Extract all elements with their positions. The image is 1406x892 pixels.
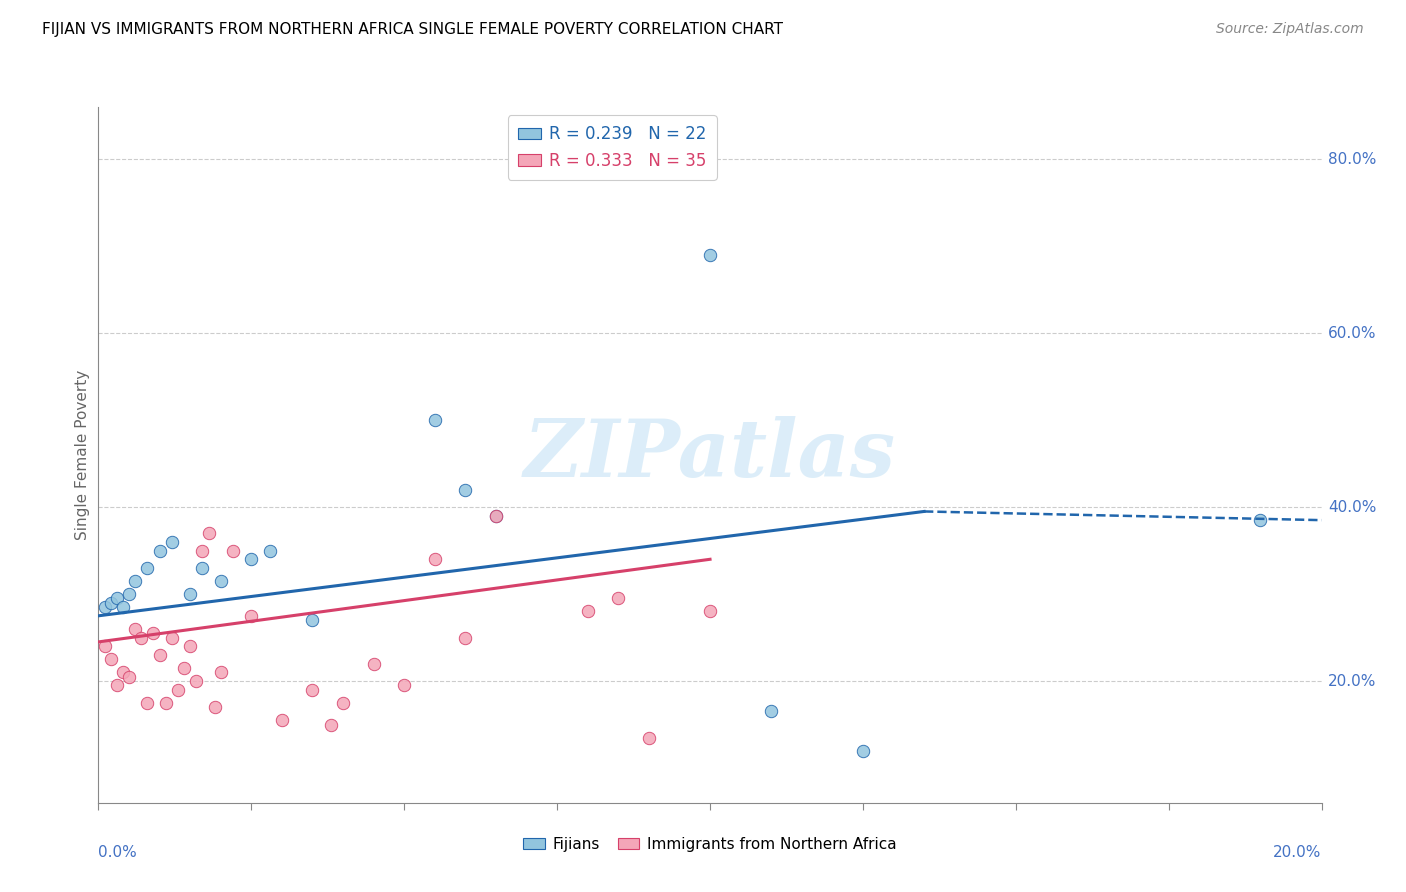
- Point: [454, 483, 477, 497]
- Point: [423, 552, 446, 566]
- Point: [392, 678, 416, 692]
- Point: [93, 639, 115, 653]
- Text: 40.0%: 40.0%: [1327, 500, 1376, 515]
- Point: [111, 665, 134, 680]
- Point: [118, 587, 141, 601]
- Point: [149, 648, 172, 662]
- Text: Source: ZipAtlas.com: Source: ZipAtlas.com: [1216, 22, 1364, 37]
- Point: [576, 605, 599, 619]
- Text: FIJIAN VS IMMIGRANTS FROM NORTHERN AFRICA SINGLE FEMALE POVERTY CORRELATION CHAR: FIJIAN VS IMMIGRANTS FROM NORTHERN AFRIC…: [42, 22, 783, 37]
- Point: [93, 600, 115, 615]
- Point: [607, 591, 630, 606]
- Point: [259, 543, 281, 558]
- Text: ZIPatlas: ZIPatlas: [524, 417, 896, 493]
- Point: [100, 652, 122, 666]
- Point: [173, 661, 195, 675]
- Point: [149, 543, 172, 558]
- Point: [142, 626, 165, 640]
- Point: [637, 731, 661, 745]
- Point: [197, 526, 219, 541]
- Point: [301, 613, 323, 627]
- Point: [699, 248, 721, 262]
- Point: [124, 622, 146, 636]
- Point: [186, 674, 208, 689]
- Point: [155, 696, 177, 710]
- Point: [118, 670, 141, 684]
- Point: [454, 631, 477, 645]
- Point: [209, 574, 232, 588]
- Point: [124, 574, 146, 588]
- Point: [301, 682, 323, 697]
- Point: [270, 713, 292, 727]
- Legend: Fijians, Immigrants from Northern Africa: Fijians, Immigrants from Northern Africa: [517, 830, 903, 858]
- Point: [136, 561, 159, 575]
- Point: [136, 696, 159, 710]
- Text: 20.0%: 20.0%: [1327, 673, 1376, 689]
- Point: [179, 587, 201, 601]
- Point: [129, 631, 152, 645]
- Point: [485, 508, 508, 523]
- Text: 0.0%: 0.0%: [98, 845, 138, 860]
- Point: [485, 508, 508, 523]
- Point: [240, 552, 263, 566]
- Y-axis label: Single Female Poverty: Single Female Poverty: [75, 370, 90, 540]
- Text: 20.0%: 20.0%: [1274, 845, 1322, 860]
- Point: [160, 534, 183, 549]
- Point: [759, 705, 782, 719]
- Point: [105, 678, 128, 692]
- Point: [1249, 513, 1271, 527]
- Point: [105, 591, 128, 606]
- Point: [167, 682, 190, 697]
- Point: [191, 561, 214, 575]
- Point: [111, 600, 134, 615]
- Text: 60.0%: 60.0%: [1327, 326, 1376, 341]
- Point: [363, 657, 385, 671]
- Point: [699, 605, 721, 619]
- Point: [319, 717, 342, 731]
- Point: [852, 744, 875, 758]
- Point: [204, 700, 226, 714]
- Point: [191, 543, 214, 558]
- Point: [209, 665, 232, 680]
- Point: [100, 596, 122, 610]
- Point: [240, 608, 263, 623]
- Text: 80.0%: 80.0%: [1327, 152, 1376, 167]
- Point: [332, 696, 354, 710]
- Point: [423, 413, 446, 427]
- Point: [179, 639, 201, 653]
- Point: [160, 631, 183, 645]
- Point: [222, 543, 245, 558]
